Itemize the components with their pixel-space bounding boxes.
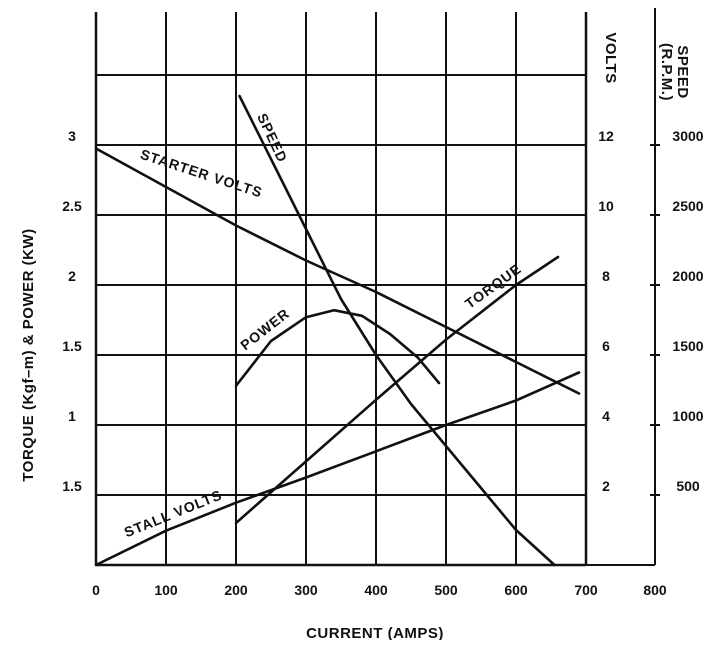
y-axis-title-speed: SPEED(R.P.M.) xyxy=(658,43,691,101)
x-tick-label: 300 xyxy=(294,582,318,598)
y-tick-label-speed: 2500 xyxy=(672,198,703,214)
y-tick-label-left: 2 xyxy=(68,268,76,284)
x-tick-label: 500 xyxy=(434,582,458,598)
x-tick-label: 800 xyxy=(643,582,667,598)
starter-volts-label: STARTER VOLTS xyxy=(138,146,264,201)
y-axis-title-left: TORQUE (Kgf–m) & POWER (KW) xyxy=(20,228,37,481)
y-axis-title-volts: VOLTS xyxy=(602,32,619,83)
y-tick-label-speed: 1000 xyxy=(672,408,703,424)
label-layer: CURRENT (AMPS) TORQUE (Kgf–m) & POWER (K… xyxy=(20,32,691,642)
speed-curve xyxy=(238,94,556,567)
x-tick-label: 200 xyxy=(224,582,248,598)
axis-layer: 0 100 200 300 400 500 600 700 800 1.5 1 1.5 2 2.5 3 2 4 6… xyxy=(62,8,704,598)
power-label: POWER xyxy=(237,305,292,353)
torque-curve xyxy=(234,255,560,525)
x-tick-label: 700 xyxy=(574,582,598,598)
y-tick-label-volts: 6 xyxy=(602,338,610,354)
power-curve xyxy=(234,308,441,388)
x-tick-label: 100 xyxy=(154,582,178,598)
series-layer xyxy=(94,94,581,567)
y-tick-label-volts: 12 xyxy=(598,128,614,144)
x-tick-label: 0 xyxy=(92,582,100,598)
y-tick-label-speed: 3000 xyxy=(672,128,703,144)
y-tick-label-left: 1 xyxy=(68,408,76,424)
x-tick-label: 600 xyxy=(504,582,528,598)
grid-layer xyxy=(94,12,588,567)
y-tick-label-volts: 2 xyxy=(602,478,610,494)
y-tick-label-left: 2.5 xyxy=(62,198,82,214)
starter-volts-curve xyxy=(94,147,581,395)
y-tick-label-speed: 500 xyxy=(676,478,700,494)
y-tick-label-speed: 1500 xyxy=(672,338,703,354)
speed-title-line: SPEED xyxy=(674,45,691,98)
x-tick-label: 400 xyxy=(364,582,388,598)
y-tick-label-speed: 2000 xyxy=(672,268,703,284)
stall-volts-curve xyxy=(94,371,581,567)
y-tick-label-volts: 10 xyxy=(598,198,614,214)
y-tick-label-volts: 8 xyxy=(602,268,610,284)
y-tick-label-left: 1.5 xyxy=(62,338,82,354)
y-tick-label-left: 3 xyxy=(68,128,76,144)
y-tick-label-left: 1.5 xyxy=(62,478,82,494)
x-axis-title: CURRENT (AMPS) xyxy=(306,625,444,640)
speed-title-line: (R.P.M.) xyxy=(658,43,675,101)
y-tick-label-volts: 4 xyxy=(602,408,610,424)
